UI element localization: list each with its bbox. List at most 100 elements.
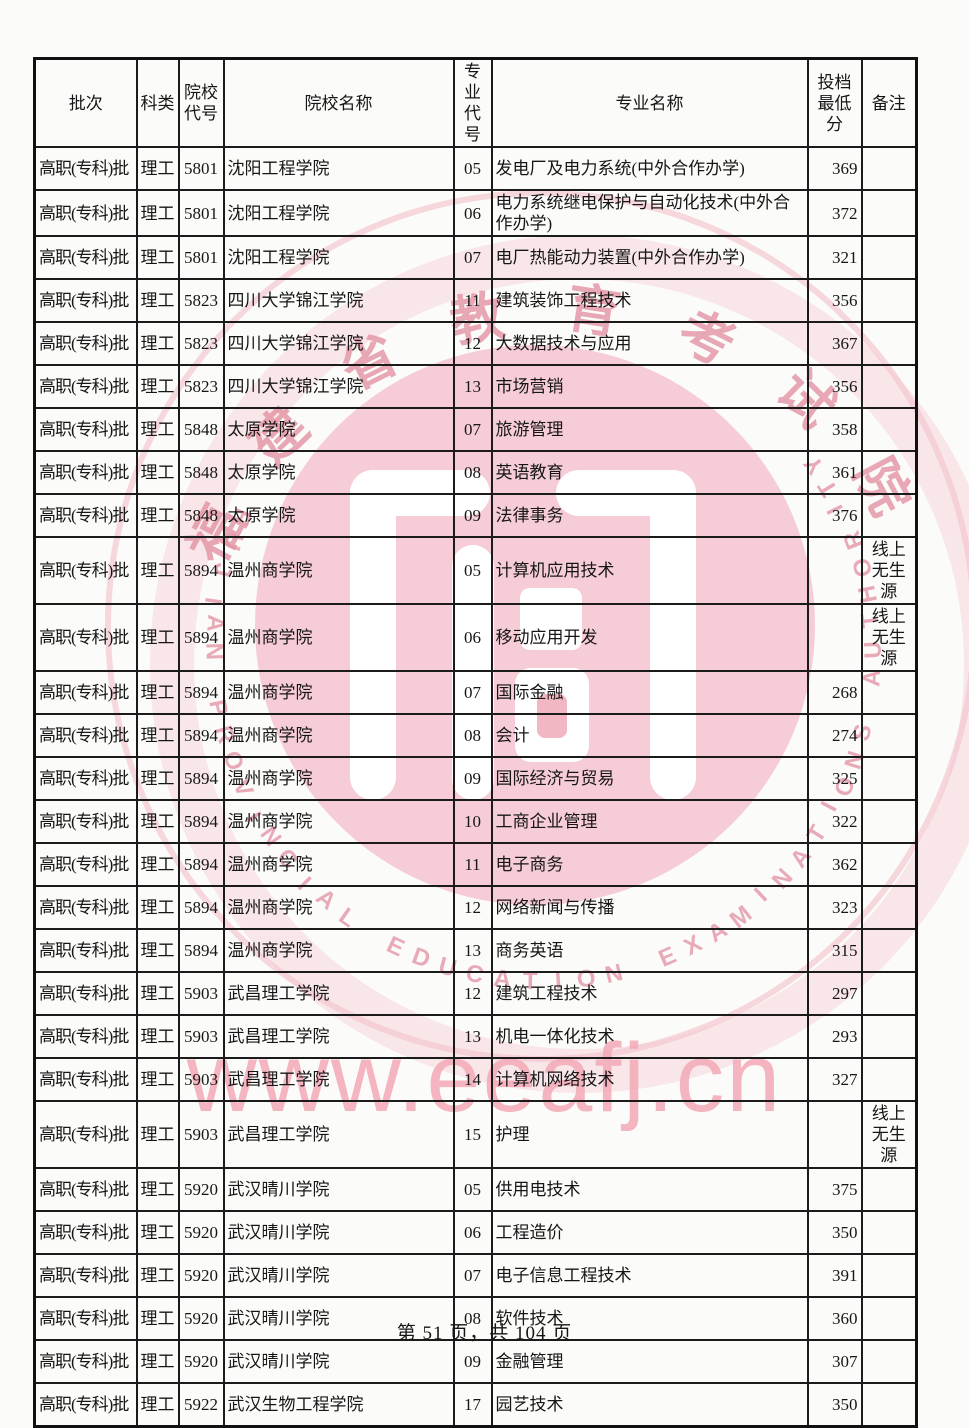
cell-major: 国际金融: [490, 670, 809, 715]
cell-major_code: 14: [452, 1057, 493, 1102]
cell-major_code: 05: [452, 146, 493, 191]
column-header-4: 专业 代号: [452, 57, 493, 148]
cell-score: 293: [806, 1014, 863, 1059]
cell-remark: 线上 无生源: [860, 1100, 918, 1169]
table-row: 高职(专科)批 理工 5848 太原学院 07 旅游管理 358: [33, 407, 918, 452]
table-row: 高职(专科)批 理工 5920 武汉晴川学院 07 电子信息工程技术 391: [33, 1253, 918, 1298]
cell-major: 电子商务: [490, 842, 809, 887]
cell-major_code: 12: [452, 971, 493, 1016]
page-footer: 第 51 页，共 104 页: [396, 1323, 573, 1344]
cell-school_code: 5848: [177, 493, 225, 538]
cell-school_code: 5903: [177, 1057, 225, 1102]
cell-score: 297: [806, 971, 863, 1016]
cell-school_code: 5894: [177, 670, 225, 715]
cell-school: 温州商学院: [222, 885, 455, 930]
cell-major: 电子信息工程技术: [490, 1253, 809, 1298]
cell-category: 理工: [135, 799, 180, 844]
cell-major: 护理: [490, 1100, 809, 1169]
cell-category: 理工: [135, 189, 180, 237]
cell-batch: 高职(专科)批: [33, 278, 138, 323]
cell-remark: [860, 493, 918, 538]
cell-school_code: 5894: [177, 885, 225, 930]
cell-school: 太原学院: [222, 450, 455, 495]
cell-batch: 高职(专科)批: [33, 971, 138, 1016]
table-row: 高职(专科)批 理工 5920 武汉晴川学院 06 工程造价 350: [33, 1210, 918, 1255]
cell-school_code: 5903: [177, 1100, 225, 1169]
cell-category: 理工: [135, 928, 180, 973]
cell-school: 温州商学院: [222, 842, 455, 887]
column-header-3: 院校名称: [222, 57, 455, 148]
cell-school: 武昌理工学院: [222, 1014, 455, 1059]
cell-remark: 线上 无生源: [860, 603, 918, 672]
cell-remark: [860, 971, 918, 1016]
cell-school_code: 5894: [177, 756, 225, 801]
cell-school: 四川大学锦江学院: [222, 364, 455, 409]
cell-category: 理工: [135, 364, 180, 409]
cell-school_code: 5801: [177, 235, 225, 280]
cell-category: 理工: [135, 536, 180, 605]
table-row: 高职(专科)批 理工 5894 温州商学院 11 电子商务 362: [33, 842, 918, 887]
cell-batch: 高职(专科)批: [33, 146, 138, 191]
cell-remark: [860, 407, 918, 452]
cell-major: 市场营销: [490, 364, 809, 409]
cell-major_code: 07: [452, 235, 493, 280]
cell-school: 沈阳工程学院: [222, 189, 455, 237]
table-row: 高职(专科)批 理工 5801 沈阳工程学院 07 电厂热能动力装置(中外合作办学) 321: [33, 235, 918, 280]
cell-score: 268: [806, 670, 863, 715]
table-row: 高职(专科)批 理工 5903 武昌理工学院 13 机电一体化技术 293: [33, 1014, 918, 1059]
cell-batch: 高职(专科)批: [33, 1296, 138, 1341]
cell-major: 英语教育: [490, 450, 809, 495]
cell-batch: 高职(专科)批: [33, 1014, 138, 1059]
cell-remark: [860, 1014, 918, 1059]
cell-category: 理工: [135, 1014, 180, 1059]
cell-school_code: 5922: [177, 1382, 225, 1427]
cell-major_code: 13: [452, 928, 493, 973]
table-row: 高职(专科)批 理工 5823 四川大学锦江学院 13 市场营销 356: [33, 364, 918, 409]
cell-remark: [860, 278, 918, 323]
cell-score: 362: [806, 842, 863, 887]
cell-major: 法律事务: [490, 493, 809, 538]
cell-school: 四川大学锦江学院: [222, 321, 455, 366]
cell-remark: [860, 1057, 918, 1102]
cell-school_code: 5823: [177, 364, 225, 409]
cell-school_code: 5801: [177, 146, 225, 191]
cell-school_code: 5823: [177, 321, 225, 366]
cell-school_code: 5848: [177, 407, 225, 452]
cell-batch: 高职(专科)批: [33, 842, 138, 887]
cell-batch: 高职(专科)批: [33, 1253, 138, 1298]
cell-batch: 高职(专科)批: [33, 1167, 138, 1212]
cell-remark: [860, 450, 918, 495]
cell-major_code: 05: [452, 1167, 493, 1212]
cell-score: 376: [806, 493, 863, 538]
cell-school_code: 5920: [177, 1167, 225, 1212]
cell-remark: [860, 146, 918, 191]
cell-major_code: 08: [452, 450, 493, 495]
cell-school: 沈阳工程学院: [222, 146, 455, 191]
cell-score: 321: [806, 235, 863, 280]
cell-remark: [860, 1253, 918, 1298]
cell-school_code: 5894: [177, 603, 225, 672]
cell-score: [806, 536, 863, 605]
column-header-2: 院校 代号: [177, 57, 225, 148]
cell-batch: 高职(专科)批: [33, 450, 138, 495]
cell-major: 移动应用开发: [490, 603, 809, 672]
cell-remark: 线上 无生源: [860, 536, 918, 605]
table-row: 高职(专科)批 理工 5823 四川大学锦江学院 11 建筑装饰工程技术 356: [33, 278, 918, 323]
table-row: 高职(专科)批 理工 5801 沈阳工程学院 06 电力系统继电保护与自动化技术(中外合作…: [33, 189, 918, 237]
cell-category: 理工: [135, 603, 180, 672]
cell-category: 理工: [135, 321, 180, 366]
cell-school: 温州商学院: [222, 756, 455, 801]
cell-school: 温州商学院: [222, 536, 455, 605]
cell-major: 发电厂及电力系统(中外合作办学): [490, 146, 809, 191]
cell-major_code: 07: [452, 407, 493, 452]
cell-major_code: 17: [452, 1382, 493, 1427]
cell-score: 325: [806, 756, 863, 801]
cell-batch: 高职(专科)批: [33, 756, 138, 801]
cell-category: 理工: [135, 1210, 180, 1255]
cell-school_code: 5894: [177, 842, 225, 887]
table-row: 高职(专科)批 理工 5823 四川大学锦江学院 12 大数据技术与应用 367: [33, 321, 918, 366]
cell-school_code: 5894: [177, 799, 225, 844]
cell-school_code: 5920: [177, 1296, 225, 1341]
cell-school: 武昌理工学院: [222, 1100, 455, 1169]
cell-major: 计算机应用技术: [490, 536, 809, 605]
